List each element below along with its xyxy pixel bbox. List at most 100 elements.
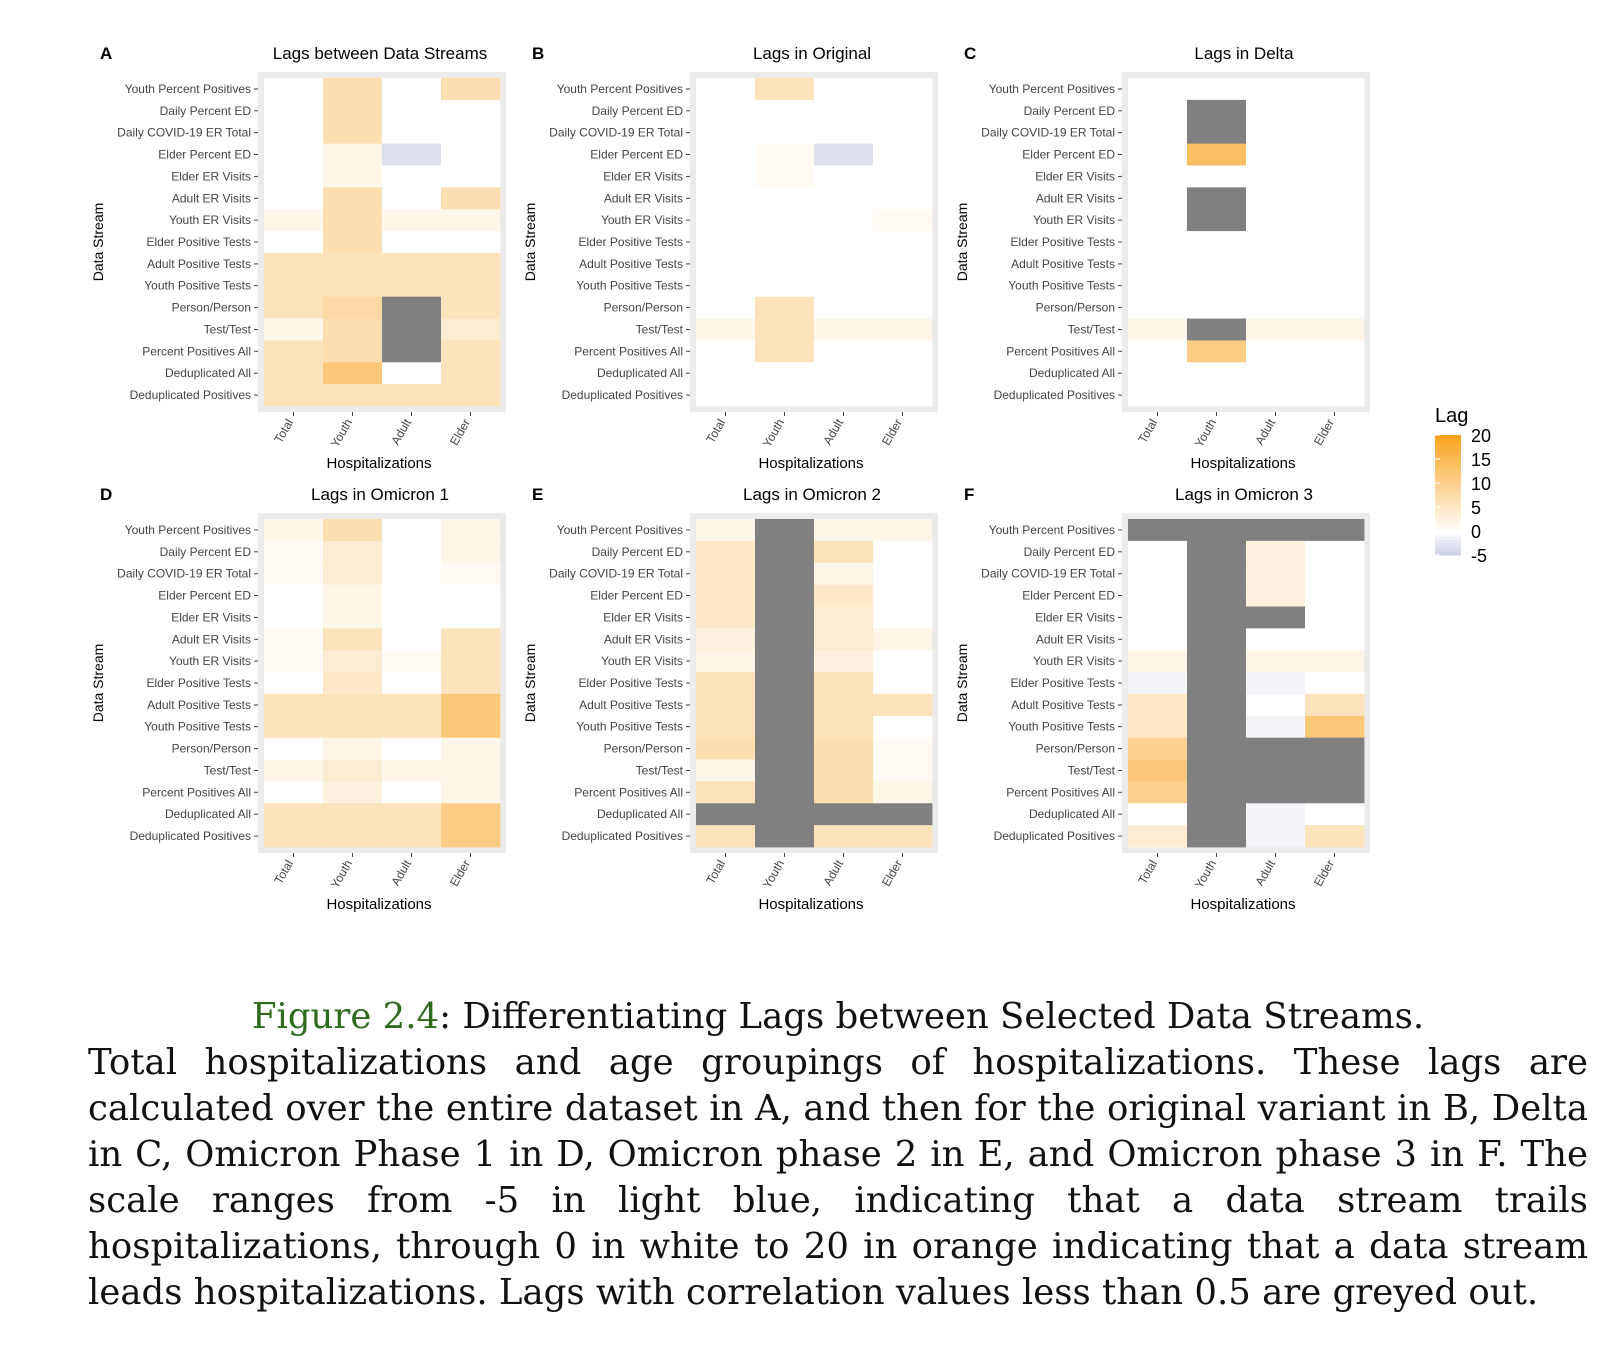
heatmap-cell xyxy=(1305,362,1365,385)
heatmap-cell xyxy=(1305,187,1365,210)
row-tick-label: Adult Positive Tests xyxy=(579,698,683,712)
figure-caption: Figure 2.4: Differentiating Lags between… xyxy=(88,994,1588,1316)
row-tick-label: Youth ER Visits xyxy=(1033,213,1115,227)
x-axis-label: Hospitalizations xyxy=(758,455,863,472)
heatmap-cell xyxy=(755,340,815,363)
heatmap-cell xyxy=(1246,187,1306,210)
heatmap-cell xyxy=(382,99,442,123)
heatmap-cell xyxy=(1187,672,1247,695)
heatmap-cell xyxy=(814,296,874,319)
row-tick-label: Test/Test xyxy=(636,764,684,778)
row-tick-label: Deduplicated All xyxy=(165,807,251,821)
heatmap-cell xyxy=(814,519,874,542)
heatmap-cell xyxy=(755,672,815,695)
heatmap-cell xyxy=(696,231,756,254)
row-tick-label: Person/Person xyxy=(1036,301,1115,315)
heatmap-cell xyxy=(696,78,756,101)
heatmap-cell xyxy=(814,606,874,629)
heatmap-cell xyxy=(382,781,442,804)
heatmap-cell xyxy=(873,121,933,144)
heatmap-cell xyxy=(1187,759,1247,782)
heatmap-cell xyxy=(264,165,324,188)
heatmap-cell xyxy=(1246,99,1306,123)
row-tick-label: Person/Person xyxy=(1036,742,1115,756)
heatmap-cell xyxy=(323,318,383,341)
heatmap-cell xyxy=(873,187,933,210)
heatmap-cell xyxy=(1305,825,1365,848)
row-tick-label: Person/Person xyxy=(172,742,251,756)
heatmap-cell xyxy=(1187,384,1247,407)
legend-color-step xyxy=(1435,450,1461,454)
column-tick-label: Adult xyxy=(1252,416,1278,447)
heatmap-cell xyxy=(873,584,933,607)
heatmap-cell xyxy=(814,693,874,717)
heatmap-cell xyxy=(264,737,324,760)
legend-color-step xyxy=(1435,513,1461,517)
legend-color-step xyxy=(1435,474,1461,478)
heatmap-cell xyxy=(873,606,933,629)
heatmap-cell xyxy=(1305,584,1365,607)
heatmap-cell xyxy=(441,584,501,607)
heatmap-cell xyxy=(696,562,756,585)
heatmap-cell xyxy=(1246,78,1306,101)
row-tick-label: Daily COVID-19 ER Total xyxy=(117,126,251,140)
heatmap-cell xyxy=(755,715,815,739)
heatmap-cell xyxy=(441,737,501,760)
heatmap-cell xyxy=(1128,121,1188,144)
heatmap-cell xyxy=(1187,187,1247,210)
row-tick-label: Youth Positive Tests xyxy=(1008,720,1115,734)
heatmap-cell xyxy=(873,231,933,254)
column-tick-label: Elder xyxy=(879,857,905,888)
heatmap-cell xyxy=(873,715,933,739)
heatmap-cell xyxy=(755,628,815,651)
heatmap-cell xyxy=(1128,672,1188,695)
heatmap-cell xyxy=(873,737,933,760)
heatmap-cell xyxy=(1246,340,1306,363)
legend-color-step xyxy=(1435,546,1461,550)
heatmap-cell xyxy=(755,384,815,407)
heatmap-cell xyxy=(1187,78,1247,101)
legend-color-step xyxy=(1435,495,1461,499)
heatmap-cell xyxy=(814,825,874,848)
row-tick-label: Percent Positives All xyxy=(142,344,251,358)
heatmap-cell xyxy=(873,362,933,385)
heatmap-cell xyxy=(1246,715,1306,739)
y-axis-label: Data Stream xyxy=(90,644,106,723)
legend-color-step xyxy=(1435,444,1461,448)
heatmap-cell xyxy=(264,362,324,385)
heatmap-cell xyxy=(441,209,501,232)
row-tick-label: Elder Positive Tests xyxy=(147,676,252,690)
heatmap-cell xyxy=(1187,362,1247,385)
heatmap-cell xyxy=(696,737,756,760)
legend-color-step xyxy=(1435,483,1461,487)
heatmap-cell xyxy=(1128,540,1188,564)
heatmap-cell xyxy=(323,99,383,123)
heatmap-cell xyxy=(382,540,442,564)
row-tick-label: Daily Percent ED xyxy=(592,545,684,559)
x-axis-label: Hospitalizations xyxy=(758,896,863,913)
heatmap-cell xyxy=(382,143,442,166)
heatmap-cell xyxy=(382,737,442,760)
heatmap-cell xyxy=(1187,628,1247,651)
heatmap-cell xyxy=(441,340,501,363)
heatmap-cell xyxy=(264,99,324,123)
heatmap-cell xyxy=(441,252,501,276)
row-tick-label: Elder ER Visits xyxy=(171,610,251,624)
heatmap-cell xyxy=(264,318,324,341)
heatmap-cell xyxy=(755,165,815,188)
heatmap-cell xyxy=(873,781,933,804)
row-tick-label: Deduplicated Positives xyxy=(994,388,1115,402)
heatmap-cell xyxy=(441,187,501,210)
heatmap-cell xyxy=(264,584,324,607)
column-tick-label: Youth xyxy=(760,858,787,891)
heatmap-cell xyxy=(755,121,815,144)
row-tick-label: Adult ER Visits xyxy=(1036,191,1115,205)
column-tick-label: Elder xyxy=(1311,416,1337,447)
heatmap-cell xyxy=(382,519,442,542)
panel-title: Lags in Omicron 1 xyxy=(311,485,449,504)
heatmap-cell xyxy=(382,606,442,629)
row-tick-label: Elder ER Visits xyxy=(171,169,251,183)
heatmap-cell xyxy=(873,803,933,826)
heatmap-cell xyxy=(873,672,933,695)
heatmap-cell xyxy=(1246,759,1306,782)
